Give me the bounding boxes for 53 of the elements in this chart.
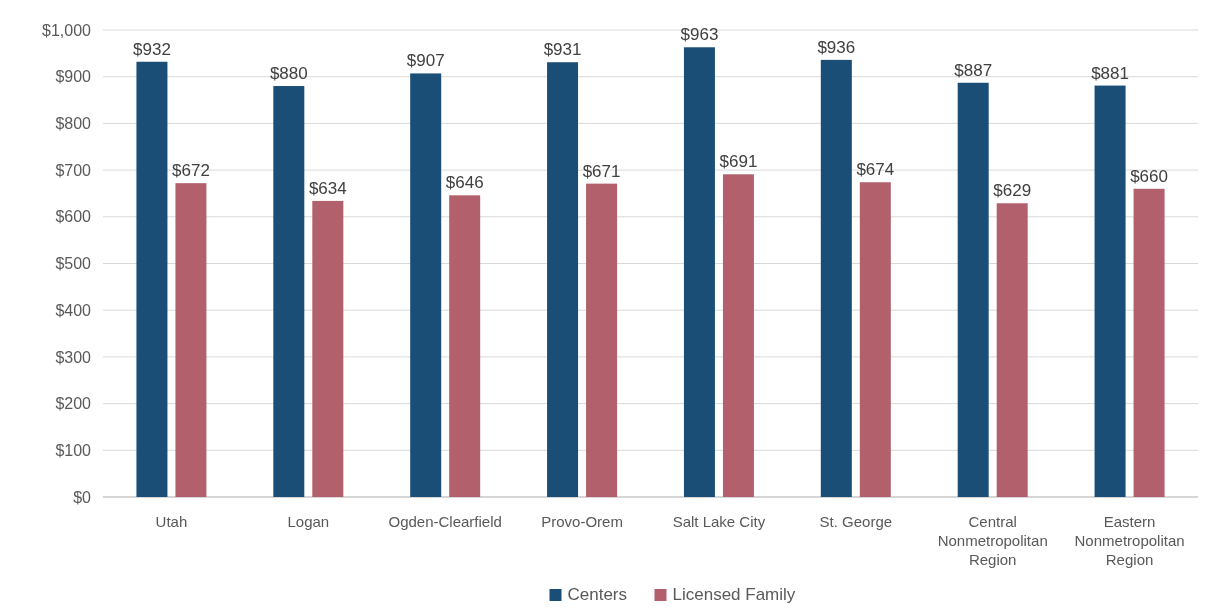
x-tick-label: Salt Lake City	[672, 513, 766, 530]
bar	[273, 86, 305, 497]
x-tick-label: Ogden-Clearfield	[388, 513, 502, 530]
bar	[1094, 85, 1126, 497]
y-tick-label: $900	[55, 68, 92, 86]
y-tick-label: $100	[55, 441, 92, 459]
data-label: $691	[719, 152, 758, 172]
y-tick-label: $600	[55, 208, 92, 226]
bar	[859, 182, 891, 497]
data-label: $646	[445, 173, 484, 193]
y-tick-label: $300	[55, 348, 92, 366]
bar	[136, 61, 168, 497]
data-label: $932	[133, 39, 171, 59]
bar	[449, 195, 481, 497]
data-label: $963	[680, 25, 719, 45]
data-label: $907	[406, 51, 445, 71]
bar	[586, 183, 618, 497]
data-label: $672	[172, 161, 210, 181]
x-tick-label: Utah	[155, 513, 188, 530]
y-tick-label: $700	[55, 161, 92, 179]
x-tick-label: Central Nonmetropolitan Region	[937, 513, 1048, 568]
bar	[1133, 188, 1165, 497]
data-label: $629	[993, 181, 1032, 201]
data-label: $634	[308, 178, 347, 198]
data-label: $880	[269, 64, 308, 84]
data-label: $881	[1091, 63, 1129, 83]
data-label: $936	[817, 37, 856, 57]
data-label: $674	[856, 160, 895, 180]
y-tick-label: $200	[55, 395, 92, 413]
bar	[996, 203, 1028, 497]
legend-label: Licensed Family	[672, 585, 796, 604]
legend-label: Centers	[567, 585, 628, 604]
bar	[820, 59, 852, 497]
data-label: $931	[543, 40, 582, 60]
data-label: $671	[582, 161, 621, 181]
y-tick-label: $500	[55, 255, 92, 273]
bar	[312, 200, 344, 497]
data-label: $660	[1130, 166, 1168, 186]
data-label: $887	[954, 60, 993, 80]
bar	[722, 174, 754, 497]
y-tick-label: $800	[55, 115, 92, 132]
x-tick-label: Eastern Nonmetropolitan Region	[1074, 513, 1185, 568]
bar	[175, 183, 207, 497]
y-tick-label: $400	[55, 301, 92, 319]
bar	[547, 62, 579, 497]
bar	[410, 73, 442, 497]
bar	[957, 82, 989, 497]
bar	[683, 47, 715, 497]
y-tick-label: $0	[73, 488, 92, 506]
y-tick-label: $1,000	[42, 21, 92, 39]
x-tick-label: Provo-Orem	[541, 513, 623, 530]
x-tick-label: Logan	[287, 513, 330, 530]
x-tick-label: St. George	[819, 513, 893, 530]
